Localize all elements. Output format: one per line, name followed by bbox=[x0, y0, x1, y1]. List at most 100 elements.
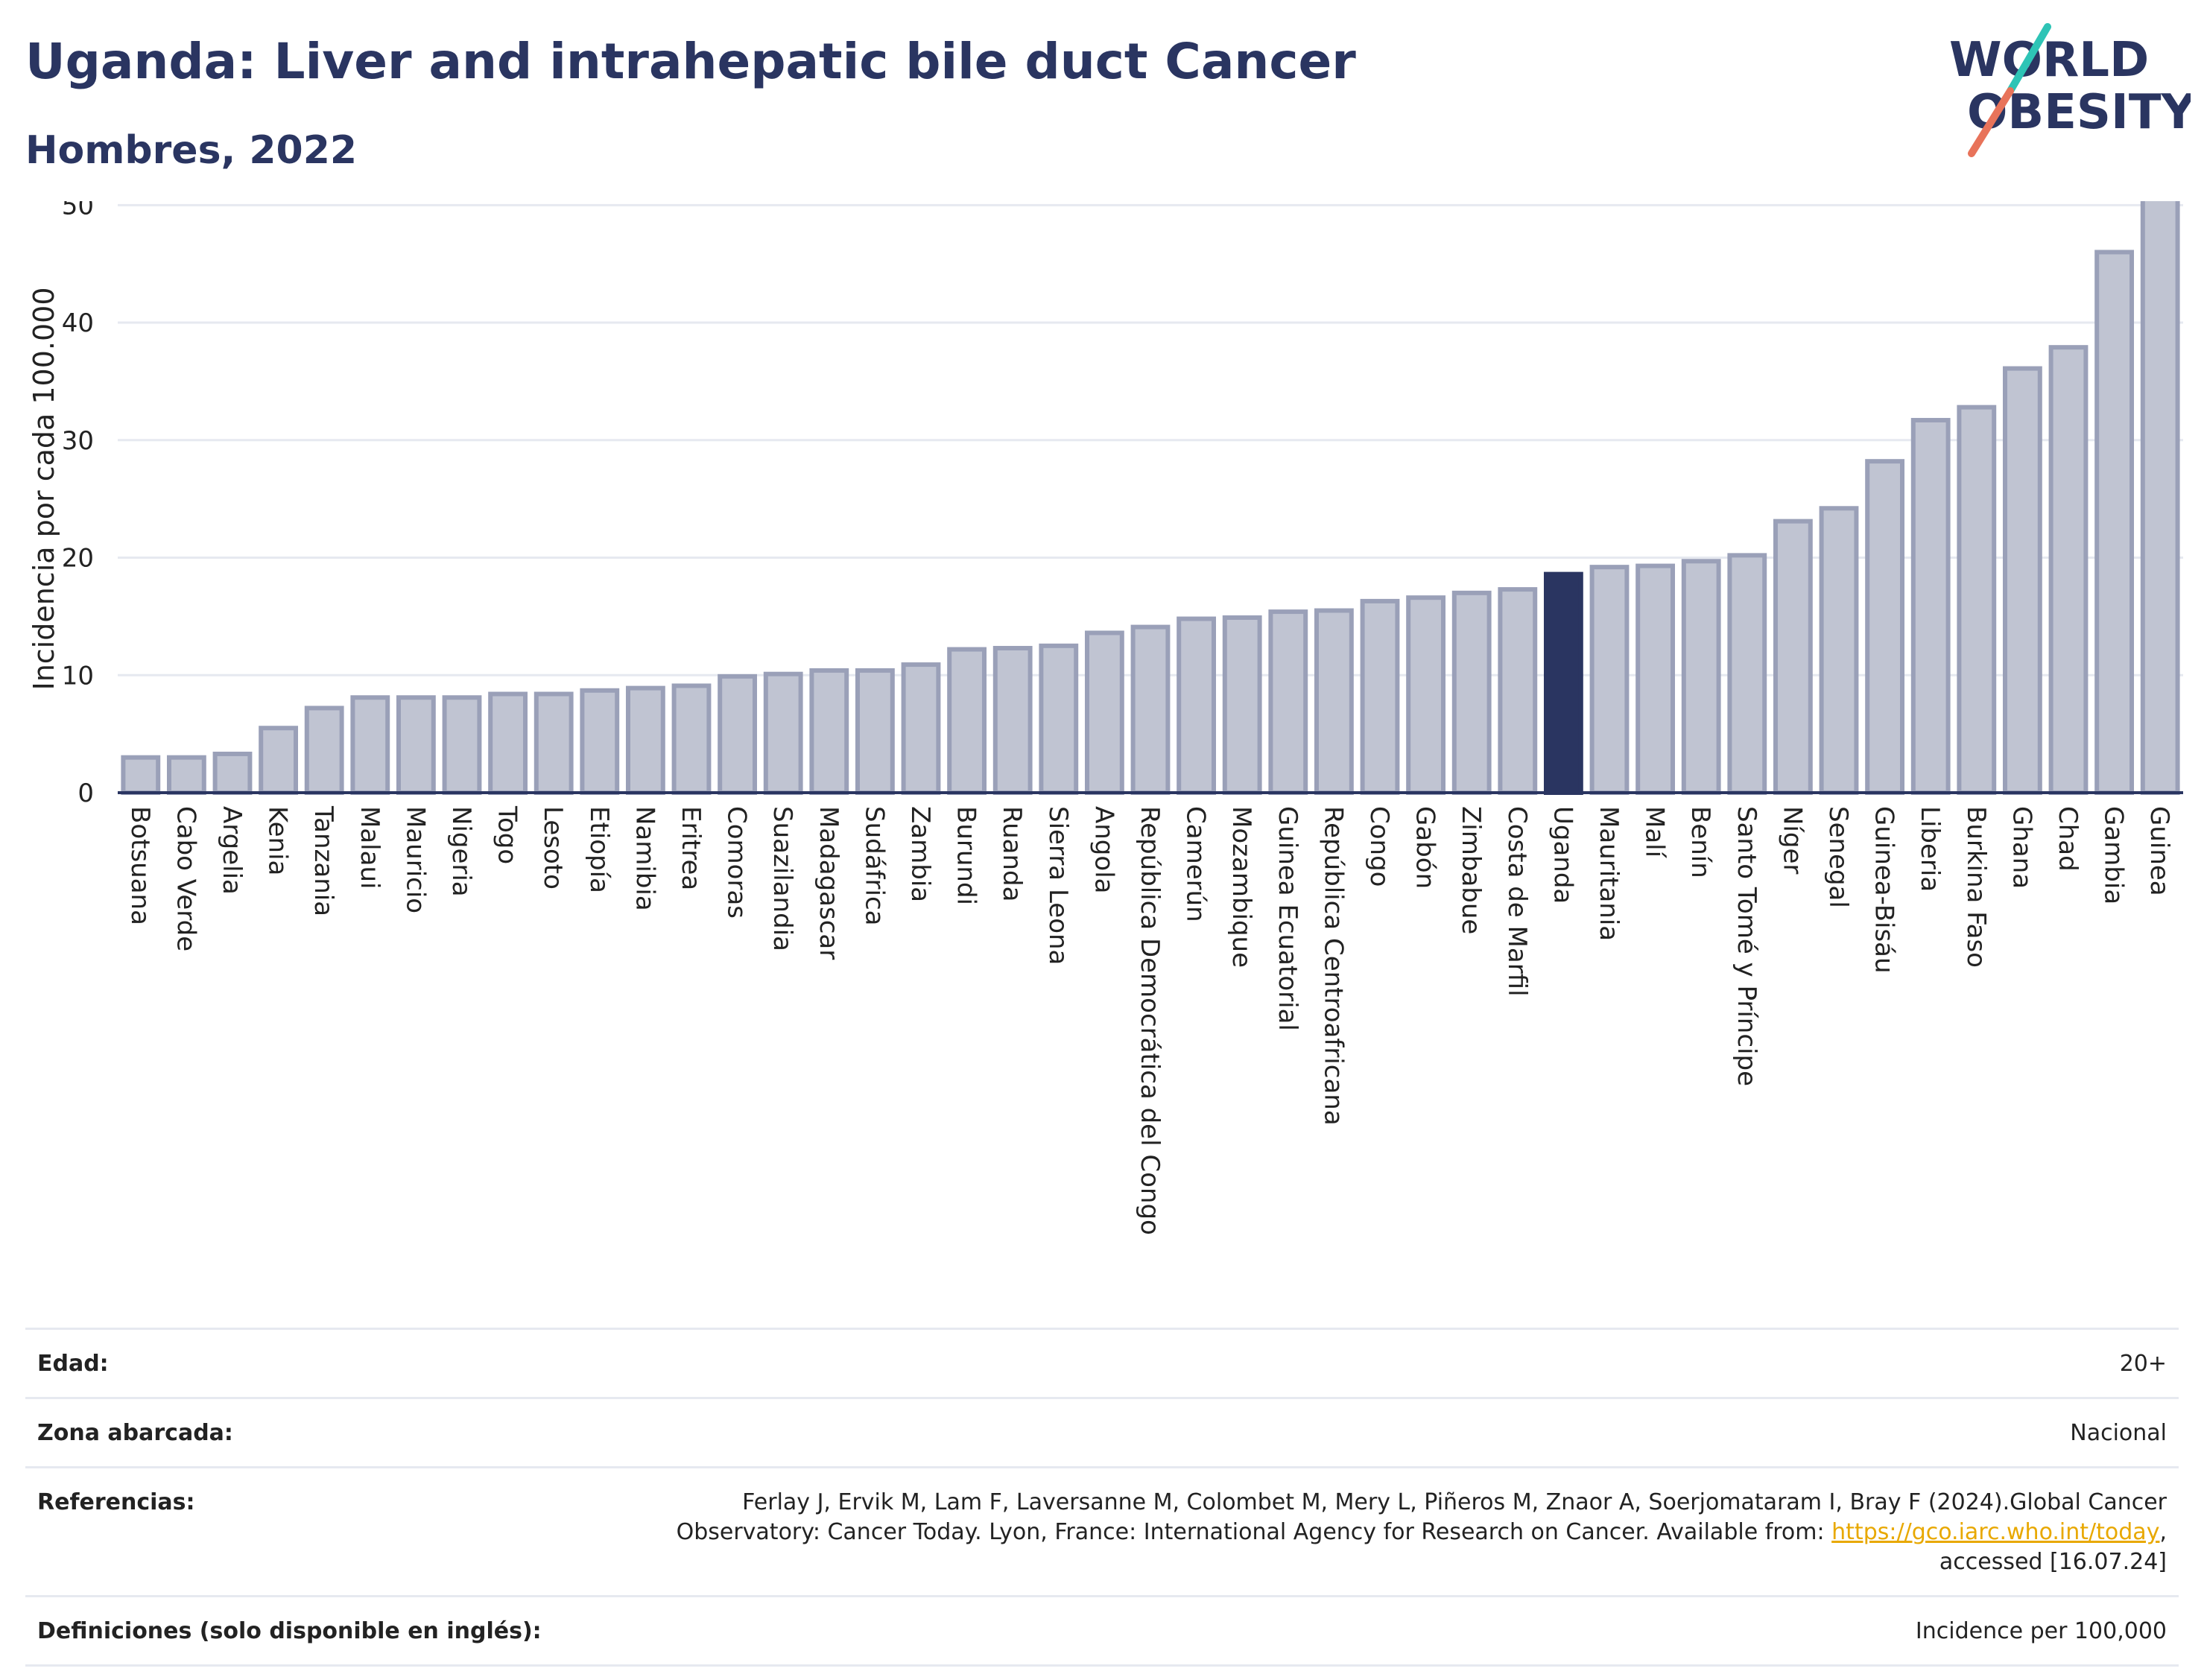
x-tick-label: Mauritania bbox=[1594, 806, 1624, 941]
x-tick-label: Burkina Faso bbox=[1961, 806, 1991, 968]
y-tick-label: 30 bbox=[62, 426, 94, 456]
bar bbox=[718, 673, 758, 795]
bar bbox=[947, 647, 987, 795]
meta-value: Ferlay J, Ervik M, Lam F, Laversanne M, … bbox=[647, 1488, 2167, 1577]
y-axis-label: Incidencia por cada 100.000 bbox=[28, 287, 60, 690]
bar bbox=[1314, 608, 1354, 796]
x-tick-label: Suazilandia bbox=[767, 806, 797, 951]
bar bbox=[166, 755, 206, 796]
y-tick-label: 40 bbox=[62, 308, 94, 338]
x-tick-label: Gambia bbox=[2099, 806, 2129, 904]
x-tick-label: Ghana bbox=[2007, 806, 2036, 889]
x-tick-label: Ruanda bbox=[997, 806, 1027, 901]
bar bbox=[671, 683, 712, 796]
world-obesity-logo: WORLD OBESITY bbox=[1949, 23, 2191, 157]
bar bbox=[763, 671, 803, 795]
x-tick-label: Níger bbox=[1777, 806, 1807, 874]
x-tick-label: Santo Tomé y Príncipe bbox=[1732, 806, 1761, 1086]
x-tick-label: Sudáfrica bbox=[859, 806, 889, 925]
x-tick-label: República Democrática del Congo bbox=[1135, 806, 1165, 1235]
logo-slash-top bbox=[2007, 23, 2051, 95]
x-tick-label: Lesoto bbox=[538, 806, 568, 890]
bar bbox=[1498, 587, 1538, 796]
y-tick-label: 10 bbox=[62, 661, 94, 691]
bar bbox=[1865, 459, 1905, 795]
meta-label: Definiciones (solo disponible en inglés)… bbox=[37, 1618, 542, 1644]
bars bbox=[121, 201, 2180, 796]
x-tick-label: Guinea-Bisáu bbox=[1869, 806, 1899, 974]
x-tick-label: Eritrea bbox=[676, 806, 706, 890]
bar bbox=[1635, 563, 1676, 795]
bar bbox=[1222, 615, 1262, 795]
bar bbox=[1910, 417, 1951, 795]
meta-label: Zona abarcada: bbox=[37, 1420, 233, 1446]
x-tick-label: Guinea Ecuatorial bbox=[1273, 806, 1302, 1031]
bar bbox=[1406, 595, 1446, 796]
x-tick-label: Benín bbox=[1685, 806, 1715, 878]
bar bbox=[1039, 643, 1079, 796]
logo-text-world: WORLD bbox=[1949, 33, 2149, 88]
meta-label: Referencias: bbox=[37, 1489, 195, 1515]
bar bbox=[625, 685, 665, 796]
bar bbox=[1589, 565, 1630, 795]
bar bbox=[1957, 405, 1997, 795]
x-tick-label: Angola bbox=[1089, 806, 1118, 893]
x-tick-label: Chad bbox=[2053, 806, 2083, 872]
bar bbox=[2094, 250, 2135, 795]
x-tick-label: Zambia bbox=[905, 806, 935, 902]
meta-row-references: Referencias: Ferlay J, Ervik M, Lam F, L… bbox=[25, 1466, 2179, 1595]
x-tick-label: Zimbabue bbox=[1456, 806, 1486, 934]
bar bbox=[2140, 201, 2180, 795]
bar bbox=[1130, 624, 1171, 796]
bar bbox=[533, 691, 574, 795]
x-tick-label: Kenia bbox=[263, 806, 293, 875]
meta-row-age: Edad: 20+ bbox=[25, 1328, 2179, 1397]
bar bbox=[1727, 553, 1767, 795]
x-tick-label: Togo bbox=[493, 805, 522, 864]
x-tick-label: Nigeria bbox=[446, 806, 476, 897]
meta-row-definitions: Definiciones (solo disponible en inglés)… bbox=[25, 1595, 2179, 1667]
bar bbox=[259, 726, 299, 796]
bar bbox=[396, 695, 436, 795]
reference-text: Ferlay J, Ervik M, Lam F, Laversanne M, … bbox=[676, 1489, 2167, 1545]
x-tick-label: Malaui bbox=[355, 806, 384, 889]
bar bbox=[488, 691, 528, 795]
bar bbox=[442, 695, 482, 795]
bar bbox=[2048, 345, 2089, 795]
x-tick-label: Uganda bbox=[1548, 806, 1577, 904]
x-tick-label: República Centroafricana bbox=[1318, 806, 1348, 1126]
bar bbox=[121, 755, 161, 796]
meta-value: Nacional bbox=[2070, 1420, 2167, 1446]
x-tick-label: Etiopía bbox=[584, 806, 614, 893]
x-tick-label: Cabo Verde bbox=[171, 806, 200, 951]
bar bbox=[855, 668, 895, 795]
bar bbox=[901, 662, 941, 795]
meta-value: 20+ bbox=[2119, 1351, 2167, 1377]
bar bbox=[1773, 519, 1813, 795]
bar bbox=[992, 645, 1033, 796]
x-tick-label: Senegal bbox=[1823, 806, 1853, 908]
bar bbox=[304, 706, 344, 795]
x-tick-label: Tanzania bbox=[308, 805, 338, 916]
x-tick-label: Malí bbox=[1640, 806, 1670, 859]
chart-title: Uganda: Liver and intrahepatic bile duct… bbox=[25, 33, 1356, 90]
bar bbox=[1451, 590, 1492, 795]
y-tick-label: 50 bbox=[62, 201, 94, 221]
y-tick-label: 0 bbox=[77, 779, 94, 808]
x-tick-label: Botsuana bbox=[125, 806, 155, 925]
x-tick-label: Comoras bbox=[722, 806, 752, 919]
reference-link[interactable]: https://gco.iarc.who.int/today bbox=[1831, 1519, 2160, 1545]
bar bbox=[1084, 630, 1124, 795]
chart-subtitle: Hombres, 2022 bbox=[25, 128, 358, 173]
bar bbox=[580, 688, 620, 796]
x-tick-label: Guinea bbox=[2144, 806, 2174, 896]
bar bbox=[2002, 366, 2042, 795]
x-tick-label: Namibia bbox=[630, 806, 659, 911]
meta-label: Edad: bbox=[37, 1351, 109, 1377]
x-tick-label: Burundi bbox=[951, 806, 981, 905]
metadata-table: Edad: 20+ Zona abarcada: Nacional Refere… bbox=[25, 1328, 2179, 1667]
meta-row-zone: Zona abarcada: Nacional bbox=[25, 1397, 2179, 1466]
x-tick-label: Costa de Marfil bbox=[1502, 806, 1532, 997]
bar bbox=[1360, 598, 1400, 795]
tick-labels: 0 10 20 30 40 50 Incidencia por cada 100.000 Bo… bbox=[28, 201, 2174, 1235]
